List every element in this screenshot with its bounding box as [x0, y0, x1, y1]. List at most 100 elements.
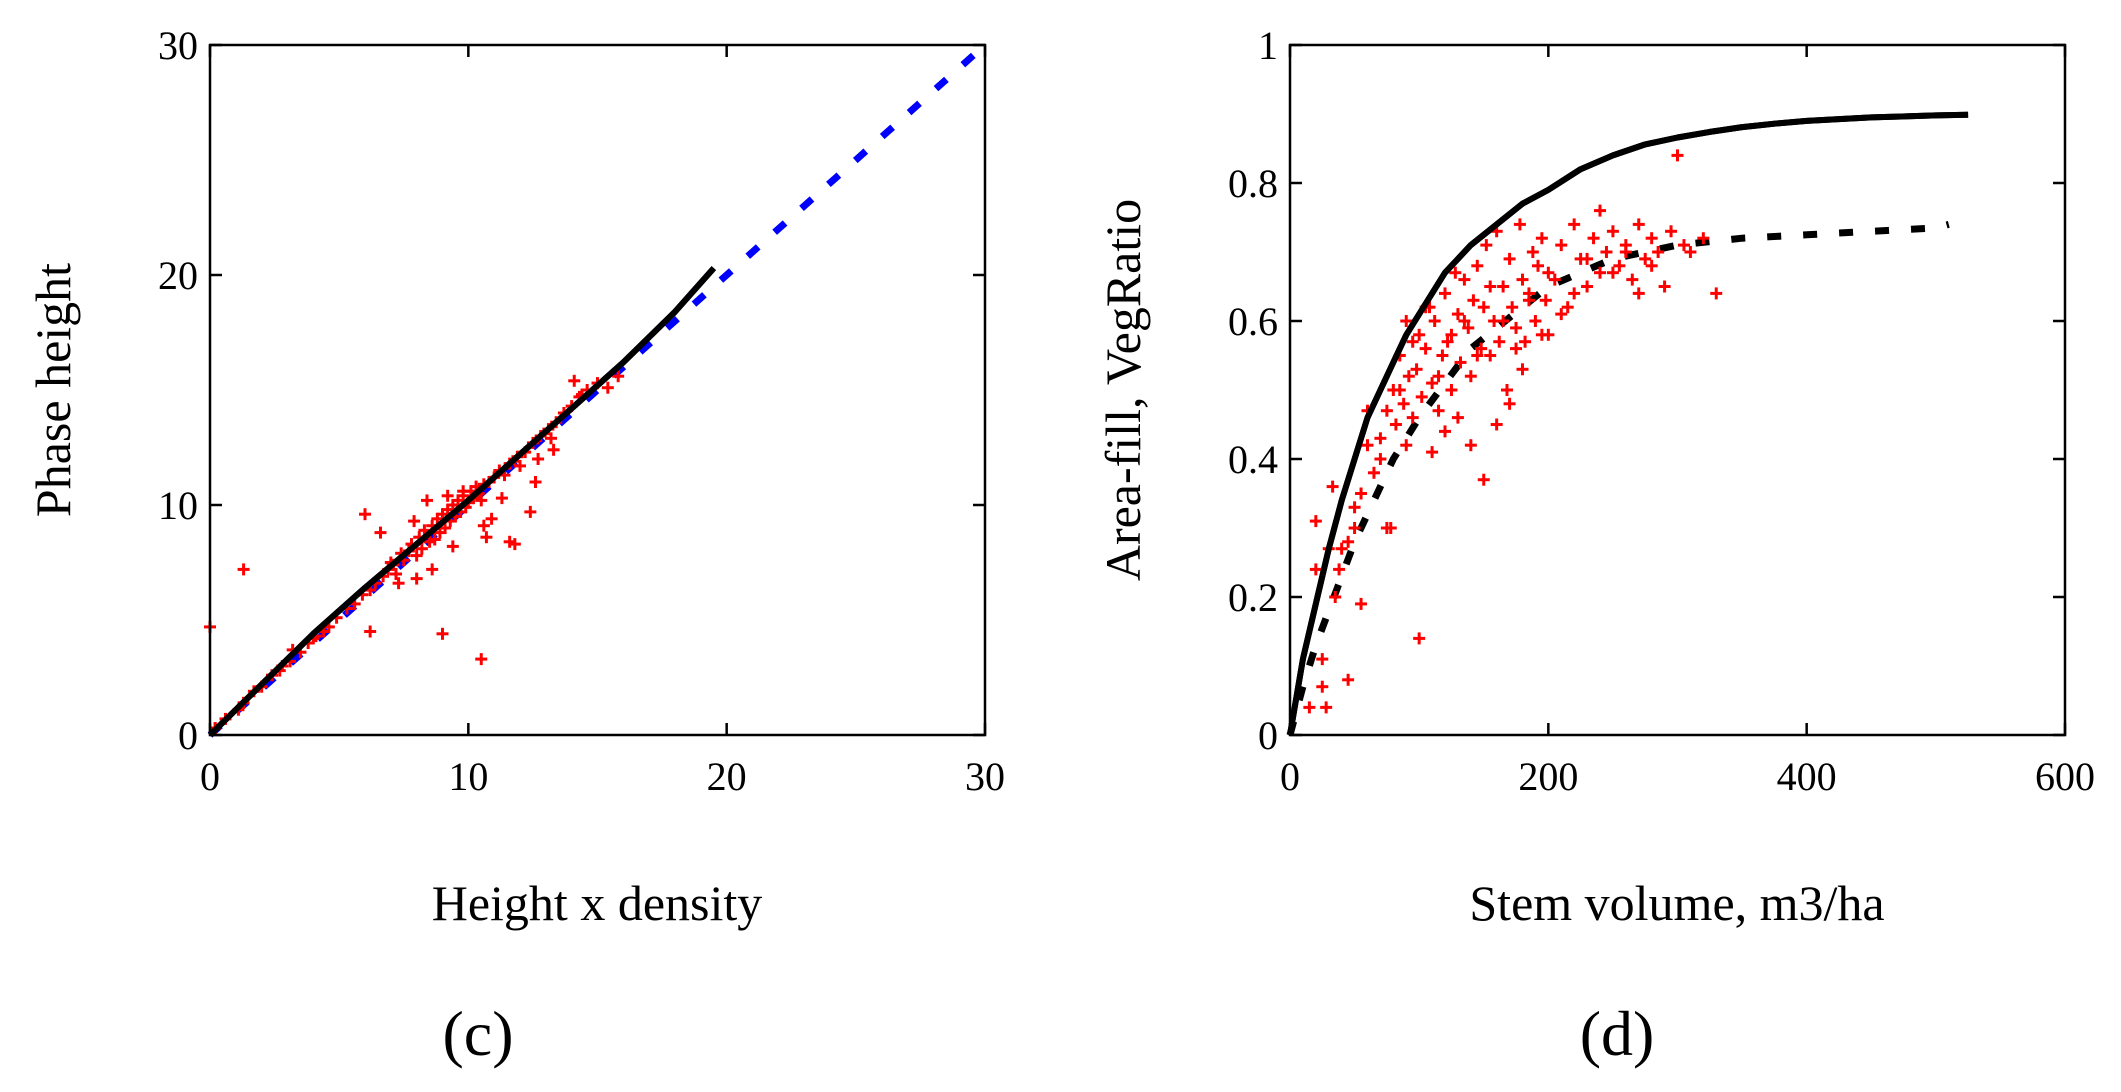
panel-c-label: (c) — [442, 998, 513, 1069]
panel-d-data-point — [1548, 273, 1561, 286]
panel-d-data-point — [1464, 370, 1477, 383]
panel-d-x-tick-label: 0 — [1280, 754, 1300, 799]
panel-d-data-point — [1535, 232, 1548, 245]
panel-d-data-point — [1449, 266, 1462, 279]
panel-d-data-point — [1497, 315, 1510, 327]
panel-d-data-point — [1355, 597, 1368, 610]
panel-d-data-point — [1480, 239, 1493, 252]
panel-d-data-point — [1432, 404, 1445, 417]
panel-d-data-point — [1342, 673, 1355, 686]
panel-d-data-point — [1458, 315, 1471, 327]
panel-c-data-point — [568, 374, 581, 387]
panel-d-x-axis-title: Stem volume, m3/ha — [1469, 875, 1884, 931]
panel-d-data-point — [1522, 294, 1535, 307]
panel-c-chart: 0 10 20 30 0 10 20 30 Height x density Phase he… — [25, 23, 1005, 1069]
panel-c-data-point — [532, 453, 545, 465]
panel-c-data-point — [485, 512, 498, 525]
panel-d-data-point — [1665, 225, 1678, 238]
panel-d-data-point — [1451, 308, 1464, 321]
panel-c-data-point — [439, 522, 452, 534]
panel-d-data-point — [1406, 335, 1419, 348]
panel-d-data-point — [1320, 701, 1333, 714]
panel-d-data-point — [1316, 680, 1329, 693]
panel-c-data-point — [364, 625, 377, 638]
panel-c-data-point — [359, 508, 371, 521]
panel-c-data-point — [415, 542, 428, 555]
panel-d-data-point — [1632, 287, 1645, 300]
panel-c-data-point — [441, 489, 454, 502]
panel-c-ticks: 0 10 20 30 0 10 20 30 — [158, 23, 1005, 799]
panel-d-data-point — [1581, 280, 1594, 293]
panel-c-x-tick-label: 30 — [965, 754, 1005, 799]
panel-c-y-tick-label: 0 — [178, 713, 198, 758]
panel-c-x-tick-label: 10 — [448, 754, 488, 799]
panel-d-data-point — [1454, 356, 1467, 369]
panel-d-x-tick-label: 400 — [1777, 754, 1837, 799]
panel-c-data-point — [410, 549, 423, 562]
panel-c-data-point — [421, 494, 433, 507]
panel-c-data-point — [446, 540, 459, 553]
panel-d-data-point — [1475, 342, 1488, 355]
panel-d-data-point — [1462, 321, 1475, 334]
panel-d-data-point — [1477, 473, 1490, 486]
panel-d-data-point — [1471, 349, 1484, 362]
panel-d-x-tick-label: 200 — [1518, 754, 1578, 799]
panel-d-data-point — [1441, 335, 1454, 348]
panel-d-data-point — [1355, 487, 1368, 500]
panel-d-data-point — [1606, 225, 1619, 238]
panel-d-data-point — [1458, 273, 1471, 286]
panel-d-data-point — [1539, 294, 1552, 307]
panel-d-data-point — [1600, 246, 1613, 258]
panel-d-y-tick-label: 0 — [1258, 713, 1278, 758]
panel-d-frame — [1288, 43, 2067, 737]
panel-c-data-point — [503, 535, 516, 548]
panel-d-data-point — [1419, 342, 1432, 355]
panel-d-data-point — [1529, 315, 1542, 327]
panel-c-data-point — [529, 476, 542, 488]
panel-c-data-point — [428, 533, 441, 546]
panel-d-data-point — [1501, 384, 1513, 396]
panel-d-data-point — [1309, 563, 1322, 576]
panel-d-x-tick-label: 600 — [2035, 754, 2095, 799]
panel-d-data-point — [1380, 522, 1393, 534]
panel-d-data-point — [1594, 204, 1606, 217]
panel-c-data-point — [390, 568, 402, 580]
panel-d-data-point — [1652, 246, 1665, 258]
panel-d-y-axis-title: Area-fill, VegRatio — [1095, 199, 1151, 581]
panel-d-fit-line-overlay — [1287, 111, 1969, 736]
panel-c-data-point — [392, 577, 405, 590]
panel-d-data-point — [1677, 239, 1690, 252]
panel-d-plot-area — [1286, 111, 1969, 736]
panel-d-data-point — [1348, 501, 1361, 514]
panel-d-data-point — [1316, 653, 1329, 666]
panel-d-data-point — [1542, 266, 1555, 279]
panel-d-chart: 0 200 400 600 0 0.2 0.4 0.6 0.8 1 Stem volume, m3… — [1095, 23, 2095, 1069]
panel-c-data-point — [408, 515, 421, 528]
panel-d-data-point — [1516, 273, 1529, 286]
panel-c-data-point — [477, 519, 490, 532]
panel-d-y-tick-label: 1 — [1258, 23, 1278, 68]
panel-d-data-point — [1406, 411, 1419, 424]
panel-c-data-point — [475, 494, 488, 507]
panel-d-y-tick-label: 0.4 — [1228, 437, 1278, 482]
panel-d-data-point — [1397, 397, 1410, 410]
panel-c-data-point — [495, 492, 508, 505]
panel-d-data-point — [1619, 246, 1632, 258]
panel-d-data-point — [1415, 390, 1428, 403]
panel-d-data-point — [1400, 439, 1413, 452]
panel-d-data-point — [1333, 563, 1346, 576]
panel-c-data-point — [457, 485, 470, 498]
panel-d-data-point — [1606, 266, 1619, 279]
panel-d-data-point — [1439, 287, 1451, 300]
panel-d-data-point — [1361, 439, 1374, 452]
panel-d-data-point — [1506, 301, 1519, 314]
panel-d-data-point — [1710, 287, 1723, 300]
panel-c-frame — [208, 43, 987, 737]
panel-d-data-point — [1445, 328, 1458, 341]
panel-d-data-point — [1639, 252, 1652, 265]
panel-d-data-point — [1439, 425, 1451, 438]
panel-d-data-point — [1400, 315, 1413, 327]
panel-c-x-axis-title: Height x density — [432, 875, 763, 931]
panel-d-data-point — [1568, 218, 1581, 231]
